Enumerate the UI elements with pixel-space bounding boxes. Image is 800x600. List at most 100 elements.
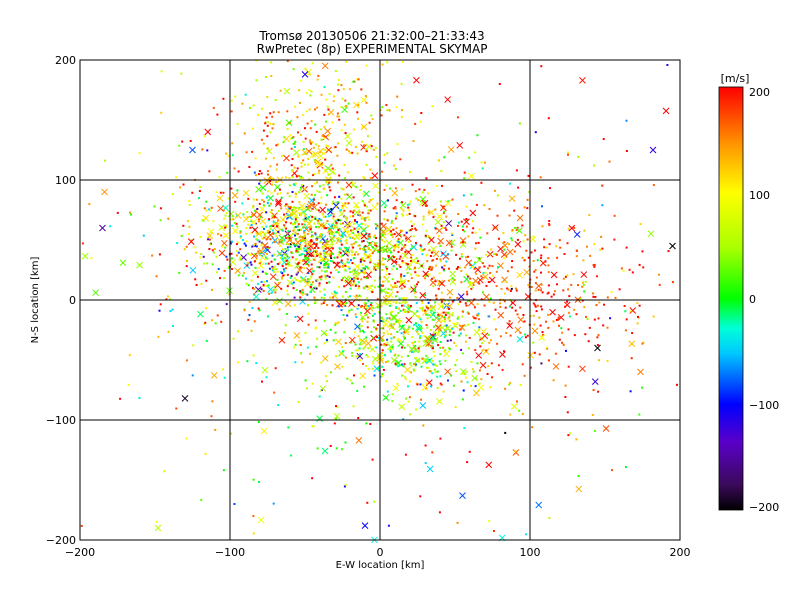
scatter-point: [284, 324, 287, 327]
scatter-point: [376, 298, 379, 301]
scatter-point: [368, 121, 371, 124]
scatter-point: [566, 274, 569, 277]
scatter-point: [251, 245, 254, 248]
scatter-point: [382, 284, 385, 287]
scatter-point: [245, 282, 248, 285]
scatter-point: [474, 151, 477, 154]
scatter-point: [316, 337, 319, 340]
scatter-point-x: [81, 252, 89, 260]
scatter-point: [364, 245, 367, 248]
scatter-point: [549, 187, 551, 190]
scatter-point: [425, 361, 427, 364]
scatter-point-x: [341, 106, 349, 114]
scatter-point: [253, 320, 256, 323]
scatter-point: [493, 253, 495, 255]
scatter-point-x: [421, 199, 429, 207]
scatter-point: [497, 266, 499, 269]
scatter-point-x: [506, 248, 514, 256]
scatter-point: [109, 225, 112, 228]
scatter-point: [155, 275, 158, 278]
scatter-point: [269, 180, 271, 183]
scatter-point: [432, 276, 435, 279]
scatter-point: [337, 231, 340, 234]
scatter-point: [401, 304, 403, 307]
scatter-point: [289, 206, 292, 208]
scatter-point: [463, 426, 466, 429]
scatter-point-x: [392, 384, 400, 392]
scatter-point-x: [468, 299, 475, 307]
scatter-point: [339, 222, 342, 225]
scatter-point: [241, 274, 244, 277]
scatter-point: [351, 151, 354, 154]
scatter-point: [243, 309, 246, 312]
y-tick-label: −100: [46, 414, 76, 427]
scatter-point: [462, 194, 465, 197]
scatter-point: [324, 375, 327, 378]
scatter-point: [423, 188, 426, 191]
scatter-point: [189, 140, 192, 142]
scatter-point: [138, 397, 141, 399]
scatter-point: [315, 181, 318, 184]
scatter-point: [440, 319, 443, 322]
scatter-point-x: [409, 257, 417, 265]
scatter-point: [289, 276, 292, 279]
scatter-point: [326, 304, 329, 306]
scatter-point: [296, 263, 299, 265]
scatter-point: [434, 371, 437, 374]
scatter-point: [369, 259, 372, 262]
scatter-point-x: [579, 365, 586, 373]
scatter-point: [314, 123, 317, 126]
scatter-point: [337, 305, 340, 308]
scatter-point: [409, 229, 412, 231]
scatter-point: [286, 246, 289, 249]
scatter-point: [257, 421, 260, 423]
scatter-point: [329, 214, 332, 217]
scatter-point: [213, 248, 216, 250]
scatter-point: [567, 434, 570, 437]
scatter-point-x: [254, 286, 262, 293]
scatter-point-x: [437, 303, 445, 310]
scatter-point: [290, 147, 293, 150]
scatter-point: [324, 215, 327, 218]
scatter-point: [281, 265, 284, 268]
scatter-point: [510, 284, 513, 287]
scatter-point: [310, 236, 313, 239]
scatter-point-x: [303, 192, 310, 200]
scatter-point: [438, 272, 441, 275]
scatter-point: [254, 209, 256, 212]
scatter-point: [309, 286, 312, 288]
scatter-point: [399, 281, 402, 284]
scatter-point: [424, 275, 427, 278]
scatter-point: [480, 181, 483, 184]
scatter-point: [363, 177, 366, 180]
scatter-point: [396, 382, 399, 385]
scatter-point: [465, 205, 468, 208]
scatter-point-x: [279, 216, 287, 223]
scatter-point: [337, 229, 340, 232]
scatter-point: [300, 214, 303, 217]
scatter-point: [222, 469, 225, 472]
scatter-point: [308, 207, 311, 210]
scatter-point: [508, 320, 511, 323]
scatter-point: [296, 244, 299, 247]
scatter-point: [178, 144, 181, 147]
scatter-point: [421, 357, 424, 360]
scatter-point: [223, 277, 225, 280]
scatter-point: [337, 300, 340, 302]
scatter-point-x: [444, 96, 452, 103]
chart-title: Tromsø 20130506 21:32:00–21:33:43: [258, 29, 484, 43]
scatter-point-x: [366, 284, 374, 292]
scatter-point: [415, 302, 418, 304]
scatter-point: [513, 209, 516, 212]
scatter-point: [346, 377, 349, 380]
scatter-point: [293, 226, 296, 229]
scatter-point: [289, 137, 292, 140]
scatter-point: [488, 520, 491, 523]
scatter-point: [357, 287, 360, 290]
scatter-point: [666, 64, 669, 66]
scatter-point: [518, 409, 521, 412]
scatter-point: [451, 198, 454, 201]
scatter-point-x: [256, 211, 264, 219]
scatter-point: [398, 325, 401, 328]
